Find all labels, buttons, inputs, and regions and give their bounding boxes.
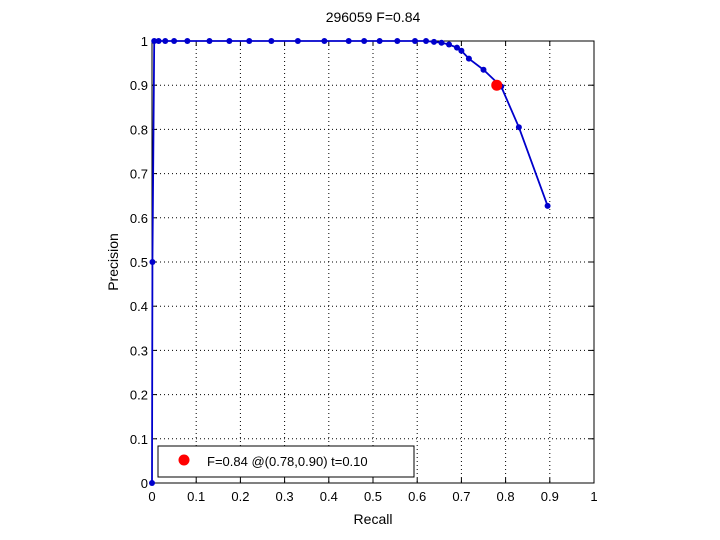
pr-curve-point [149, 259, 156, 265]
x-tick-label: 0 [148, 489, 155, 504]
y-tick-labels: 0 0.1 0.2 0.3 0.4 0.5 0.6 0.7 0.8 0.9 1 [130, 34, 148, 491]
pr-curve-point [294, 38, 301, 44]
y-tick-label: 0.9 [130, 78, 148, 93]
y-axis-label: Precision [105, 233, 121, 291]
best-f-point [491, 79, 503, 91]
pr-curve-point [453, 44, 460, 51]
y-tick-label: 0.7 [130, 167, 148, 182]
pr-curve-point [446, 41, 453, 48]
pr-curve-point [162, 38, 169, 44]
x-tick-label: 0.2 [231, 489, 249, 504]
pr-curve-point [151, 38, 158, 44]
x-tick-label: 0.3 [276, 489, 294, 504]
y-tick-label: 0.1 [130, 432, 148, 447]
highlight-layer [491, 79, 503, 91]
pr-curve-point [184, 38, 191, 44]
pr-curve-point [376, 38, 383, 44]
x-tick-label: 0.7 [452, 489, 470, 504]
pr-curve-point [155, 38, 162, 44]
pr-curve-point [438, 39, 445, 46]
pr-curve-point [544, 202, 551, 209]
pr-curve-point [458, 47, 465, 54]
legend: F=0.84 @(0.78,0.90) t=0.10 [157, 445, 415, 478]
y-tick-label: 0.5 [130, 255, 148, 270]
pr-curve-point [149, 480, 155, 486]
pr-curve-point [361, 38, 368, 44]
pr-curve-point [268, 38, 275, 44]
pr-curve-point [171, 38, 178, 44]
x-tick-label: 0.5 [364, 489, 382, 504]
y-tick-label: 0.2 [130, 388, 148, 403]
x-tick-label: 0.9 [541, 489, 559, 504]
pr-curve-point [423, 38, 430, 44]
y-tick-label: 0.8 [130, 122, 148, 137]
pr-curve-point [246, 38, 253, 44]
pr-curve-point [411, 38, 418, 44]
series-layer [149, 38, 551, 486]
pr-curve-point [515, 124, 522, 131]
x-tick-label: 1 [590, 489, 597, 504]
x-axis-label: Recall [354, 511, 393, 527]
y-tick-label: 0 [141, 476, 148, 491]
y-tick-label: 1 [141, 34, 148, 49]
y-tick-label: 0.6 [130, 211, 148, 226]
x-tick-label: 0.8 [497, 489, 515, 504]
y-tick-label: 0.4 [130, 299, 148, 314]
pr-curve-point [226, 38, 233, 44]
pr-curve-point [431, 38, 437, 45]
pr-curve-point [465, 55, 472, 62]
y-tick-label: 0.3 [130, 343, 148, 358]
pr-curve-point [345, 38, 352, 44]
grid-lines [152, 41, 594, 483]
chart-title: 296059 F=0.84 [326, 9, 421, 25]
x-tick-labels: 0 0.1 0.2 0.3 0.4 0.5 0.6 0.7 0.8 0.9 1 [148, 489, 597, 504]
legend-marker [178, 454, 190, 466]
x-tick-label: 0.4 [320, 489, 338, 504]
x-tick-label: 0.6 [408, 489, 426, 504]
legend-box [157, 445, 415, 478]
pr-curve-point [321, 38, 328, 44]
x-tick-label: 0.1 [187, 489, 205, 504]
legend-entry: F=0.84 @(0.78,0.90) t=0.10 [207, 454, 368, 469]
pr-curve-point [394, 38, 401, 44]
pr-curve-point [480, 66, 487, 73]
pr-curve-point [206, 38, 213, 44]
